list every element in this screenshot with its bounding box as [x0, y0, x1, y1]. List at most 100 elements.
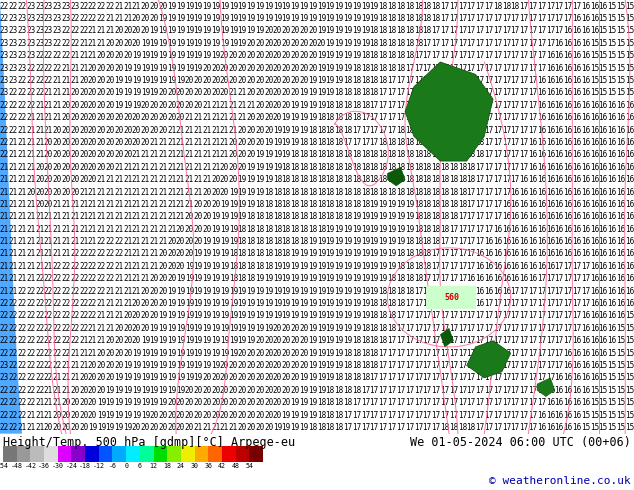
Text: 19: 19: [255, 1, 264, 11]
Text: 18: 18: [273, 212, 282, 221]
Text: 17: 17: [510, 163, 520, 172]
Text: 17: 17: [484, 1, 493, 11]
Text: 17: 17: [431, 64, 441, 73]
Text: 18: 18: [370, 150, 379, 159]
Text: 21: 21: [96, 188, 106, 196]
Text: 16: 16: [590, 348, 599, 358]
Text: 15: 15: [590, 398, 599, 407]
Text: 22: 22: [26, 336, 36, 345]
Text: 18: 18: [317, 188, 326, 196]
Text: 20: 20: [61, 411, 70, 419]
Text: 21: 21: [88, 324, 97, 333]
Text: 19: 19: [211, 26, 221, 35]
Text: 18: 18: [334, 175, 344, 184]
Text: 18: 18: [396, 274, 405, 283]
Text: 16: 16: [555, 212, 564, 221]
Text: 19: 19: [370, 262, 379, 271]
Text: 17: 17: [476, 26, 484, 35]
Text: 22: 22: [35, 88, 44, 98]
Text: 20: 20: [202, 398, 212, 407]
Text: 21: 21: [88, 39, 97, 48]
Text: 18: 18: [413, 188, 423, 196]
Text: 17: 17: [484, 324, 493, 333]
Text: 19: 19: [326, 324, 335, 333]
Text: 17: 17: [431, 51, 441, 60]
Bar: [58, 446, 72, 462]
Text: 21: 21: [35, 237, 44, 246]
Text: 18: 18: [299, 150, 308, 159]
Text: 22: 22: [61, 336, 70, 345]
Text: 21: 21: [167, 200, 176, 209]
Text: 19: 19: [211, 212, 221, 221]
Text: 22: 22: [61, 348, 70, 358]
Text: 17: 17: [431, 423, 441, 432]
Text: We 01-05-2024 06:00 UTC (00+06): We 01-05-2024 06:00 UTC (00+06): [410, 436, 631, 449]
Text: 18: 18: [440, 188, 450, 196]
Text: 19: 19: [184, 26, 194, 35]
Text: 20: 20: [220, 175, 229, 184]
Text: 20: 20: [238, 76, 247, 85]
Text: 20: 20: [255, 125, 264, 135]
Text: 21: 21: [61, 361, 70, 370]
Text: 20: 20: [255, 88, 264, 98]
Text: 19: 19: [123, 398, 133, 407]
Text: 17: 17: [501, 299, 511, 308]
Text: 20: 20: [53, 150, 62, 159]
Text: 17: 17: [440, 336, 450, 345]
Text: 21: 21: [220, 138, 229, 147]
Text: 17: 17: [484, 348, 493, 358]
Text: 21: 21: [53, 200, 62, 209]
Text: 20: 20: [273, 88, 282, 98]
Text: 19: 19: [211, 237, 221, 246]
Text: 18: 18: [431, 237, 441, 246]
Text: 23: 23: [0, 88, 9, 98]
Text: 19: 19: [317, 324, 326, 333]
Text: 16: 16: [625, 249, 634, 259]
Text: 20: 20: [79, 150, 88, 159]
Text: 16: 16: [546, 249, 555, 259]
Text: 19: 19: [255, 287, 264, 295]
Text: 17: 17: [413, 88, 423, 98]
Text: 18: 18: [458, 188, 467, 196]
Text: 18: 18: [361, 336, 370, 345]
Text: 21: 21: [193, 423, 203, 432]
Text: 19: 19: [343, 14, 353, 23]
Text: 16: 16: [546, 386, 555, 395]
Text: 17: 17: [484, 423, 493, 432]
Text: 19: 19: [387, 262, 396, 271]
Text: 17: 17: [387, 336, 396, 345]
Text: 20: 20: [184, 423, 194, 432]
Text: 18: 18: [440, 212, 450, 221]
Text: 16: 16: [590, 262, 599, 271]
Text: 21: 21: [158, 175, 167, 184]
Text: 19: 19: [317, 361, 326, 370]
Text: 21: 21: [141, 262, 150, 271]
Text: 15: 15: [607, 386, 617, 395]
Text: 17: 17: [484, 101, 493, 110]
Text: 20: 20: [229, 398, 238, 407]
Text: 23: 23: [9, 39, 18, 48]
Text: 20: 20: [264, 423, 273, 432]
Text: 18: 18: [378, 324, 387, 333]
Text: 21: 21: [26, 262, 36, 271]
Text: 18: 18: [308, 423, 317, 432]
Text: 22: 22: [53, 39, 62, 48]
Text: 21: 21: [184, 150, 194, 159]
Text: 20: 20: [150, 125, 158, 135]
Text: 19: 19: [220, 287, 229, 295]
Text: 17: 17: [493, 39, 502, 48]
Text: 17: 17: [564, 324, 573, 333]
Text: 20: 20: [299, 361, 308, 370]
Text: 19: 19: [290, 299, 300, 308]
Text: 20: 20: [167, 237, 176, 246]
Text: 19: 19: [326, 64, 335, 73]
Text: 20: 20: [88, 175, 97, 184]
Text: 17: 17: [405, 398, 414, 407]
Text: 20: 20: [70, 175, 79, 184]
Text: 17: 17: [413, 348, 423, 358]
Text: 18: 18: [352, 175, 361, 184]
Text: 18: 18: [422, 175, 432, 184]
Text: 21: 21: [229, 423, 238, 432]
Text: 18: 18: [308, 200, 317, 209]
Text: 17: 17: [378, 348, 387, 358]
